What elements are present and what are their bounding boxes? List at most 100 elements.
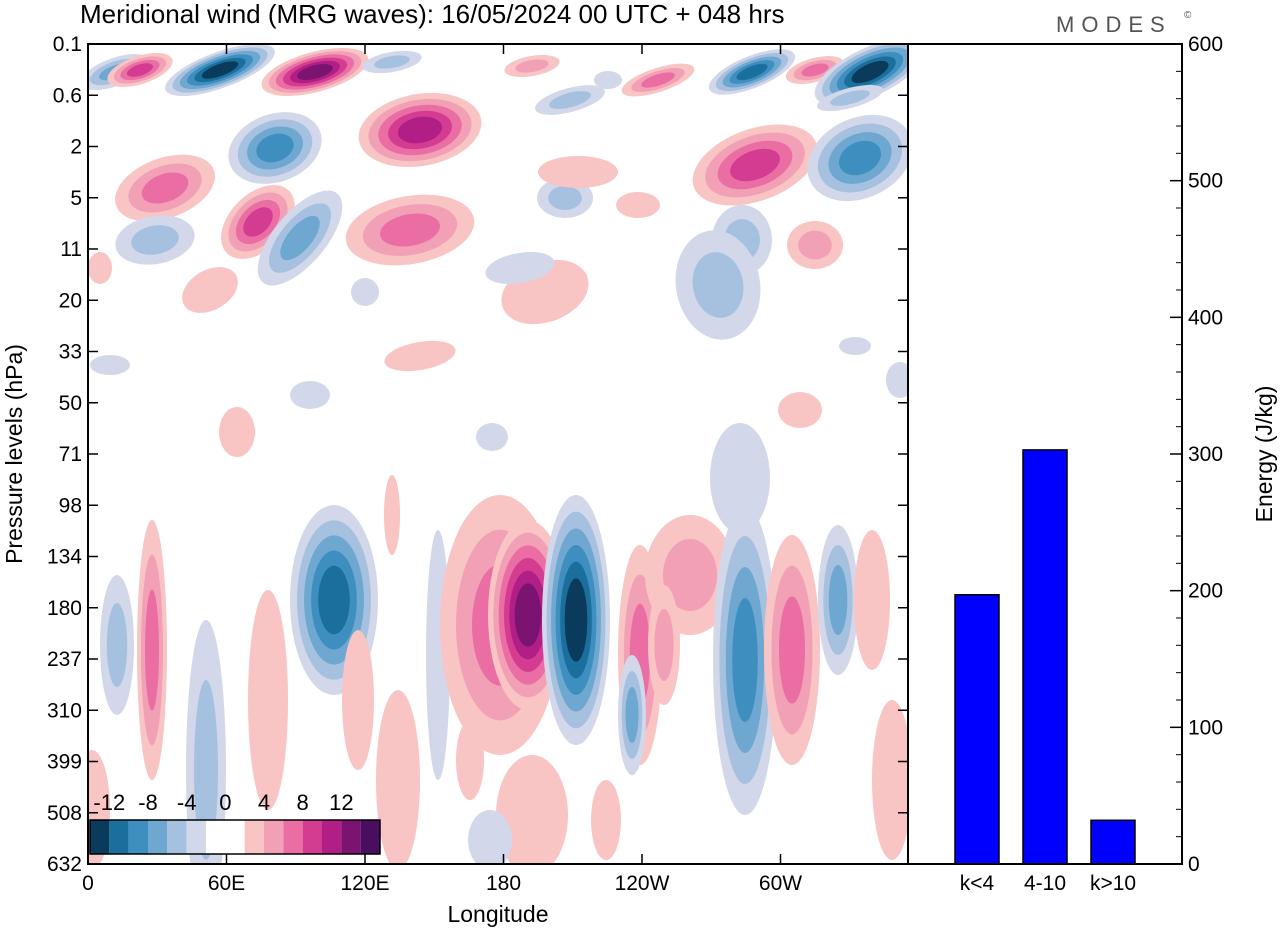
colorbar-swatch xyxy=(283,820,303,854)
longitude-tick-label: 180 xyxy=(486,872,521,895)
colorbar-label: -12 xyxy=(93,790,125,815)
energy-bar xyxy=(954,594,1000,865)
pressure-tick-label: 310 xyxy=(47,699,82,722)
positive-wind-contour xyxy=(88,252,112,284)
pressure-tick-label: 2 xyxy=(70,136,82,159)
positive-wind-contour xyxy=(376,690,420,864)
negative-wind-contour xyxy=(594,71,622,89)
positive-wind-contour xyxy=(538,156,618,188)
wavenumber-label: k<4 xyxy=(960,872,995,895)
pressure-tick-label: 508 xyxy=(47,802,82,825)
negative-wind-contour xyxy=(886,362,908,398)
negative-wind-contour xyxy=(839,337,871,355)
colorbar-swatch xyxy=(322,820,342,854)
energy-bar xyxy=(1022,449,1068,865)
colorbar-swatch xyxy=(109,820,129,854)
negative-wind-contour xyxy=(318,565,350,635)
wavenumber-label: 4-10 xyxy=(1024,872,1066,895)
negative-wind-contour xyxy=(732,598,758,722)
x-axis-label: Longitude xyxy=(447,901,548,927)
pressure-tick-label: 180 xyxy=(47,597,82,620)
positive-wind-contour xyxy=(126,63,154,77)
positive-wind-contour xyxy=(641,72,675,88)
positive-wind-contour xyxy=(297,64,333,80)
colorbar-label: 0 xyxy=(219,790,231,815)
energy-tick-label: 400 xyxy=(1188,306,1223,329)
negative-wind-contour xyxy=(468,810,512,864)
pressure-tick-label: 399 xyxy=(47,751,82,774)
colorbar-swatch xyxy=(186,820,206,854)
positive-wind-contour xyxy=(182,267,238,313)
energy-bar xyxy=(1090,819,1136,865)
negative-wind-contour xyxy=(851,60,889,84)
positive-wind-contour xyxy=(801,63,829,77)
positive-wind-contour xyxy=(384,475,400,555)
pressure-ticks: 0.1 0.6 2 5 11 20 33 50 71 98 134 180 237 310 399 508 63… xyxy=(47,33,908,876)
colorbar-swatch xyxy=(90,820,110,854)
colorbar-swatch xyxy=(128,820,148,854)
colorbar-frame xyxy=(89,819,381,855)
longitude-tick-label: 60E xyxy=(208,872,245,895)
pressure-tick-label: 33 xyxy=(59,341,82,364)
wavenumber-label: k>10 xyxy=(1090,872,1136,895)
negative-wind-contour xyxy=(290,381,330,409)
pressure-tick-label: 98 xyxy=(59,494,82,517)
negative-wind-contour xyxy=(374,55,410,69)
negative-wind-contour xyxy=(549,91,591,109)
pressure-tick-label: 0.6 xyxy=(53,84,82,107)
negative-wind-contour xyxy=(830,90,870,106)
positive-wind-contour xyxy=(616,192,660,218)
positive-wind-contour xyxy=(380,213,440,247)
positive-wind-contour xyxy=(397,116,443,144)
heatmap-panel: -12 -8 -4 0 4 8 12 0.1 0.6 2 5 11 20 33 50 71 98 134 180 2… xyxy=(1,33,909,927)
negative-wind-contour xyxy=(256,133,294,163)
chart-title: Meridional wind (MRG waves): 16/05/2024 … xyxy=(80,0,785,29)
colorbar-label: 4 xyxy=(258,790,270,815)
positive-wind-contour xyxy=(384,340,456,372)
colorbar-label: -8 xyxy=(138,790,158,815)
negative-wind-contour xyxy=(710,423,770,533)
pressure-tick-label: 632 xyxy=(47,853,82,876)
negative-wind-contour xyxy=(625,687,639,743)
negative-wind-contour xyxy=(280,215,320,261)
y-axis-label: Pressure levels (hPa) xyxy=(1,344,27,564)
energy-ticks: 0 100 200 300 400 500 600 xyxy=(1170,33,1223,876)
energy-bar-panel: 0 100 200 300 400 500 600 k<4 4-10 k>10 Energy (… xyxy=(907,33,1277,895)
colorbar-swatch xyxy=(360,820,380,854)
energy-tick-label: 300 xyxy=(1188,443,1223,466)
positive-wind-contour xyxy=(778,392,822,428)
longitude-ticks: 0 60E 120E 180 120W 60W xyxy=(82,44,802,895)
negative-wind-contour xyxy=(564,578,588,662)
energy-tick-label: 100 xyxy=(1188,716,1223,739)
colorbar-swatch xyxy=(244,820,264,854)
colorbar-label: 12 xyxy=(329,790,353,815)
positive-wind-contour xyxy=(496,755,568,864)
heatmap-field xyxy=(88,44,908,864)
pressure-tick-label: 71 xyxy=(59,443,82,466)
colorbar-label: -4 xyxy=(177,790,197,815)
colorbar-swatch xyxy=(206,820,226,854)
positive-wind-contour xyxy=(730,148,780,182)
wavenumber-ticks: k<4 4-10 k>10 xyxy=(960,872,1136,895)
energy-tick-label: 0 xyxy=(1188,853,1200,876)
longitude-tick-label: 60W xyxy=(759,872,802,895)
pressure-tick-label: 50 xyxy=(59,392,82,415)
positive-wind-contour xyxy=(872,700,908,860)
positive-wind-contour xyxy=(219,407,255,457)
pressure-tick-label: 0.1 xyxy=(53,33,82,56)
pressure-tick-label: 134 xyxy=(47,546,82,569)
negative-wind-contour xyxy=(201,61,239,79)
negative-wind-contour xyxy=(131,225,179,255)
energy-tick-label: 600 xyxy=(1188,33,1223,56)
positive-wind-contour xyxy=(515,59,549,73)
longitude-tick-label: 120E xyxy=(340,872,389,895)
energy-bars xyxy=(954,449,1136,865)
positive-wind-contour xyxy=(663,539,717,611)
energy-tick-label: 500 xyxy=(1188,170,1223,193)
colorbar-swatch xyxy=(264,820,284,854)
longitude-tick-label: 120W xyxy=(615,872,670,895)
positive-wind-contour xyxy=(514,583,542,647)
energy-axis-label: Energy (J/kg) xyxy=(1251,386,1277,523)
pressure-tick-label: 20 xyxy=(59,289,82,312)
